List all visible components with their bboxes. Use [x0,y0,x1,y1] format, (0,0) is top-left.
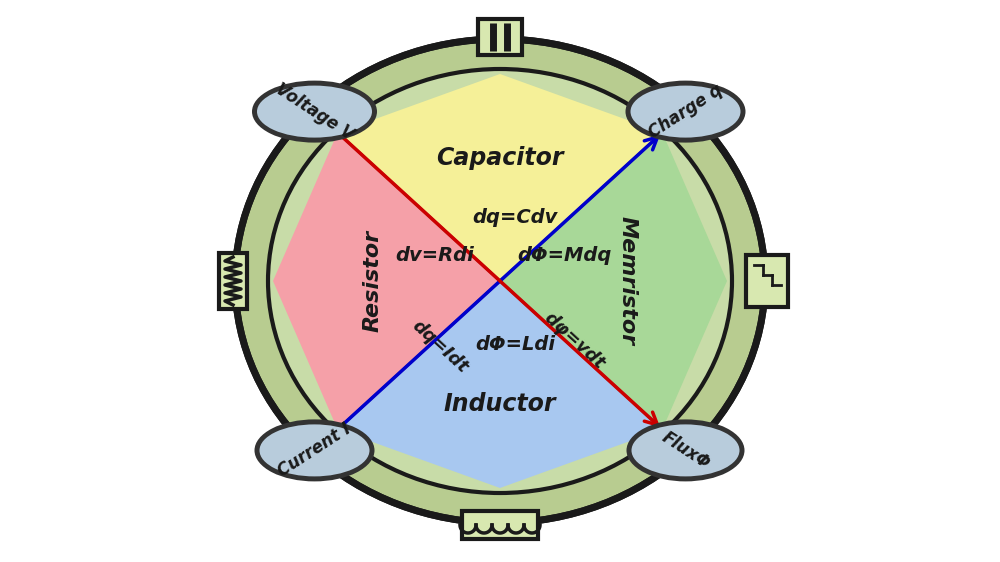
Ellipse shape [252,80,377,143]
Text: Current I: Current I [275,420,354,481]
Text: Resistor: Resistor [362,230,382,332]
Text: dv=Rdi: dv=Rdi [396,246,474,265]
FancyBboxPatch shape [746,255,788,307]
Polygon shape [338,281,662,488]
Ellipse shape [626,80,746,143]
Ellipse shape [257,85,372,138]
FancyBboxPatch shape [462,511,538,539]
Ellipse shape [268,69,732,493]
Text: Capacitor: Capacitor [436,146,564,170]
Polygon shape [500,133,727,429]
Ellipse shape [632,424,740,477]
Text: FluxΦ: FluxΦ [658,428,713,473]
Text: Voltage V: Voltage V [272,80,357,143]
Ellipse shape [260,424,370,477]
Text: dΦ=Ldi: dΦ=Ldi [475,335,555,354]
Ellipse shape [254,419,374,482]
Text: dφ=vdt: dφ=vdt [540,309,608,373]
Ellipse shape [235,39,765,523]
FancyBboxPatch shape [219,253,247,309]
Text: Charge q: Charge q [645,81,726,142]
Polygon shape [338,74,662,281]
Text: dq=Cdv: dq=Cdv [472,208,558,227]
Text: Inductor: Inductor [444,392,556,416]
Text: dq=Idt: dq=Idt [408,317,471,377]
Text: dΦ=Mdq: dΦ=Mdq [518,246,612,265]
FancyBboxPatch shape [478,19,522,55]
Ellipse shape [631,85,740,138]
Polygon shape [273,133,500,429]
Text: Memristor: Memristor [618,216,638,346]
Ellipse shape [626,419,744,482]
